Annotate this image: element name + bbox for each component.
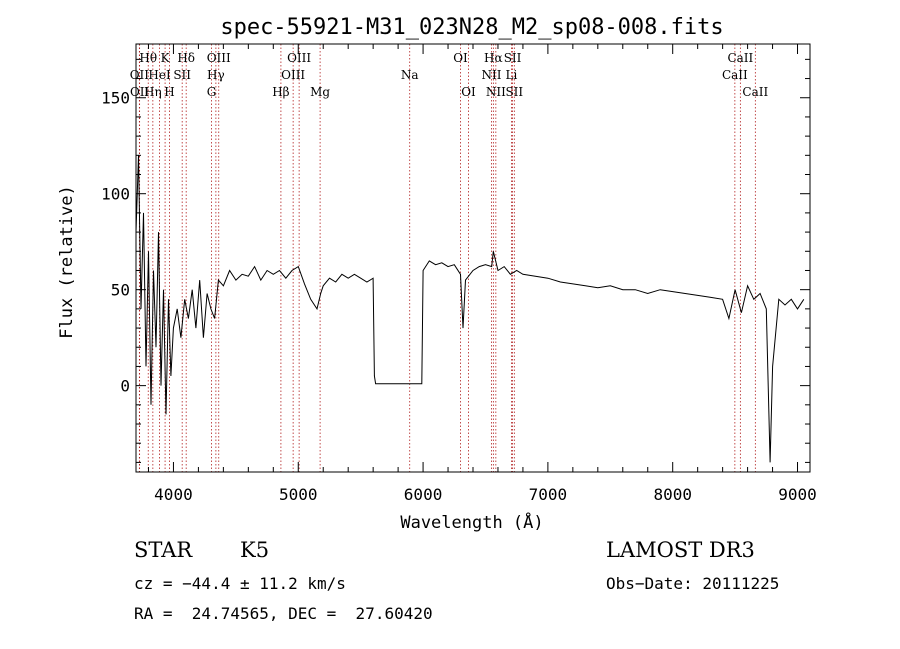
- x-tick-label: 7000: [529, 485, 568, 504]
- line-label: OIII: [207, 51, 231, 65]
- line-label: Hη: [144, 85, 162, 99]
- line-label: Hθ: [139, 51, 157, 65]
- line-label: Na: [401, 68, 419, 82]
- survey-name: LAMOST DR3: [606, 538, 755, 562]
- object-subclass: K5: [240, 538, 270, 562]
- coordinates: RA = 24.74565, DEC = 27.60420: [134, 604, 433, 623]
- y-tick-label: 100: [101, 185, 130, 204]
- x-tick-label: 4000: [154, 485, 193, 504]
- x-axis-label: Wavelength (Å): [400, 511, 543, 533]
- spectral-line-markers: [138, 44, 756, 472]
- spectrum-line: [135, 155, 805, 463]
- line-label: OII: [130, 85, 150, 99]
- line-label: OII: [130, 68, 150, 82]
- line-label: HeI: [148, 68, 171, 82]
- line-label: CaII: [722, 68, 748, 82]
- plot-frame: [135, 43, 811, 473]
- line-label: Li: [506, 68, 518, 82]
- observation-date: Obs−Date: 20111225: [606, 574, 780, 593]
- y-axis-label: Flux (relative): [57, 185, 77, 339]
- line-label: Hα: [484, 51, 503, 65]
- y-tick-label: 150: [101, 89, 130, 108]
- line-label: OIII: [287, 51, 311, 65]
- line-label: CaII: [727, 51, 753, 65]
- line-label: Hγ: [207, 68, 225, 82]
- line-label: SII: [173, 68, 191, 82]
- x-tick-label: 9000: [778, 485, 817, 504]
- line-label: Hβ: [272, 85, 289, 99]
- axis-ticks: 4000 5000 6000 7000 8000 9000 0 50 100 150: [101, 44, 817, 504]
- line-label: K: [161, 51, 171, 65]
- line-label: OI: [461, 85, 476, 99]
- line-label: SII: [505, 85, 523, 99]
- line-label: Mg: [310, 85, 330, 99]
- line-label: SII: [504, 51, 522, 65]
- line-label: Hδ: [177, 51, 195, 65]
- line-label: OIII: [281, 68, 305, 82]
- x-tick-label: 5000: [279, 485, 318, 504]
- line-label: OI: [453, 51, 468, 65]
- x-tick-label: 8000: [653, 485, 692, 504]
- redshift-cz: cz = −44.4 ± 11.2 km/s: [134, 574, 346, 593]
- object-class: STAR: [134, 538, 193, 562]
- line-label: CaII: [742, 85, 768, 99]
- x-tick-label: 6000: [404, 485, 443, 504]
- line-label: NII: [481, 68, 501, 82]
- line-label: G: [207, 85, 217, 99]
- chart-title: spec-55921-M31_023N28_M2_sp08-008.fits: [220, 15, 723, 40]
- line-label: H: [164, 85, 174, 99]
- y-tick-label: 50: [111, 281, 130, 300]
- line-label: NII: [486, 85, 506, 99]
- y-tick-label: 0: [120, 377, 130, 396]
